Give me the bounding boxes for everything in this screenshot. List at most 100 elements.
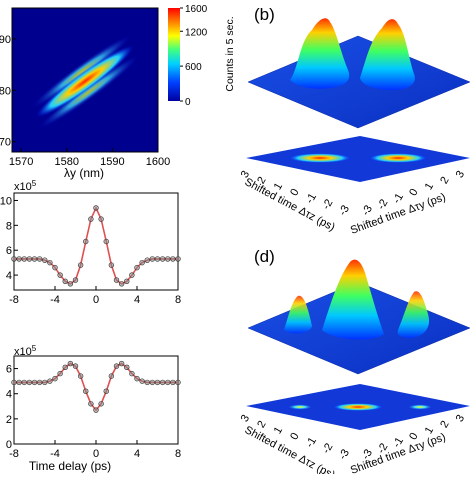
data-point	[11, 256, 17, 262]
bottom-x-label: Time delay (ps)	[29, 459, 111, 473]
y-tick-label: 0	[407, 187, 420, 198]
y-tick-label: 3	[454, 169, 467, 180]
data-point	[98, 401, 104, 407]
panel-b-label: (b)	[254, 5, 275, 24]
data-point	[134, 375, 140, 382]
data-point	[175, 379, 181, 386]
heatmap-x-label: λy (nm)	[64, 166, 104, 180]
interference-panel-top: x105 -8 -4 0 4 8 4 6 8 10	[0, 179, 181, 306]
heatmap-band-outer-lower	[38, 55, 140, 129]
data-point	[103, 388, 109, 394]
x-tick-label: -4	[50, 294, 60, 306]
data-point	[72, 277, 79, 283]
heatmap-y-tick-label: 90	[0, 34, 11, 46]
heatmap-band-core	[35, 45, 134, 118]
heatmap-band-outer-upper	[31, 34, 132, 109]
z-tick-label: -3	[337, 203, 352, 217]
data-point	[124, 364, 130, 371]
y-tick-label: 4	[6, 270, 12, 282]
panel-d-peak-left	[284, 295, 312, 334]
data-point	[88, 216, 94, 222]
heatmap-y-ticks: 70 80 90	[0, 34, 16, 149]
data-point	[36, 256, 43, 262]
data-point	[149, 379, 156, 386]
y-tick-label: 2	[6, 414, 12, 426]
x-tick-label: -8	[9, 448, 19, 460]
z-tick-label: 0	[288, 187, 301, 198]
panel-b-peak-right	[360, 19, 415, 90]
data-point	[159, 256, 166, 262]
heatmap-x-tick-label: 1580	[55, 156, 79, 168]
x-tick-label: 4	[134, 448, 140, 460]
data-point	[47, 259, 53, 266]
x-tick-label: 0	[93, 448, 99, 460]
colorbar-tick-label: 1600	[185, 4, 208, 15]
top-data	[11, 205, 181, 287]
y-tick-label: 2	[438, 419, 451, 430]
heatmap-y-tick-label: 70	[0, 137, 11, 149]
colorbar-tick-label: 600	[185, 62, 202, 73]
data-point	[93, 205, 99, 211]
data-point	[72, 363, 79, 369]
data-point	[77, 262, 84, 268]
heatmap-frame	[11, 7, 159, 153]
data-point	[42, 257, 48, 263]
top-axis-ticks: -8 -4 0 4 8 4 6 8 10	[0, 195, 181, 306]
y-tick-label: 6	[6, 245, 12, 257]
data-point	[52, 264, 58, 271]
panel-b-projection	[246, 136, 470, 182]
panel-b-surface-floor	[247, 35, 471, 129]
bottom-plot-frame	[13, 355, 179, 445]
z-tick-label: 2	[255, 419, 268, 430]
data-point	[144, 257, 150, 263]
data-point	[154, 256, 161, 262]
data-point	[88, 401, 94, 407]
data-point	[139, 259, 145, 266]
heatmap-y-tick-label: 80	[0, 85, 11, 97]
data-point	[139, 378, 145, 384]
fit-curve	[14, 205, 178, 285]
panel-d-projection-spot-right	[406, 404, 434, 410]
z-tick-label: 0	[288, 431, 301, 442]
data-point	[62, 364, 68, 371]
y-tick-label: 8	[6, 220, 12, 232]
panel-b-peak-left	[290, 18, 350, 89]
y-tick-label: 1	[423, 181, 436, 192]
z-tick-label: -3	[337, 447, 352, 461]
y-tick-label: -3	[360, 203, 375, 217]
data-point	[83, 238, 89, 245]
panel-b-projection-spot-right	[368, 153, 428, 163]
data-point	[129, 370, 135, 377]
z-tick-label: -2	[320, 197, 335, 211]
z-tick-label: 3	[239, 169, 252, 180]
data-point	[129, 272, 135, 278]
data-point	[113, 363, 120, 369]
y-tick-label: 0	[6, 439, 12, 451]
data-point	[118, 360, 125, 367]
heatmap-panel: 1570 1580 1590 1600 70 80 90 λy (nm) 0 600 1200…	[0, 4, 236, 180]
panel-d-projection-spot-left	[286, 404, 314, 410]
data-point	[118, 281, 125, 287]
panel-d-projection-spot-center	[332, 403, 384, 411]
data-point	[67, 281, 74, 287]
data-point	[154, 379, 161, 386]
data-point	[47, 378, 53, 384]
data-point	[144, 379, 150, 386]
data-point	[31, 379, 38, 386]
z-tick-label: -2	[320, 441, 335, 455]
z-tick-label: 1	[272, 181, 285, 192]
data-point	[83, 388, 89, 394]
x-tick-label: -8	[9, 294, 19, 306]
y-tick-label: 3	[454, 413, 467, 424]
data-point	[165, 379, 171, 386]
heatmap-x-ticks: 1570 1580 1590 1600	[9, 148, 170, 168]
data-point	[165, 256, 171, 262]
y-tick-label: -1	[391, 191, 406, 205]
panel-d-peak-center	[322, 259, 384, 340]
x-tick-label: 4	[134, 294, 140, 306]
fit-curve	[14, 362, 178, 412]
x-tick-label: 0	[93, 294, 99, 306]
